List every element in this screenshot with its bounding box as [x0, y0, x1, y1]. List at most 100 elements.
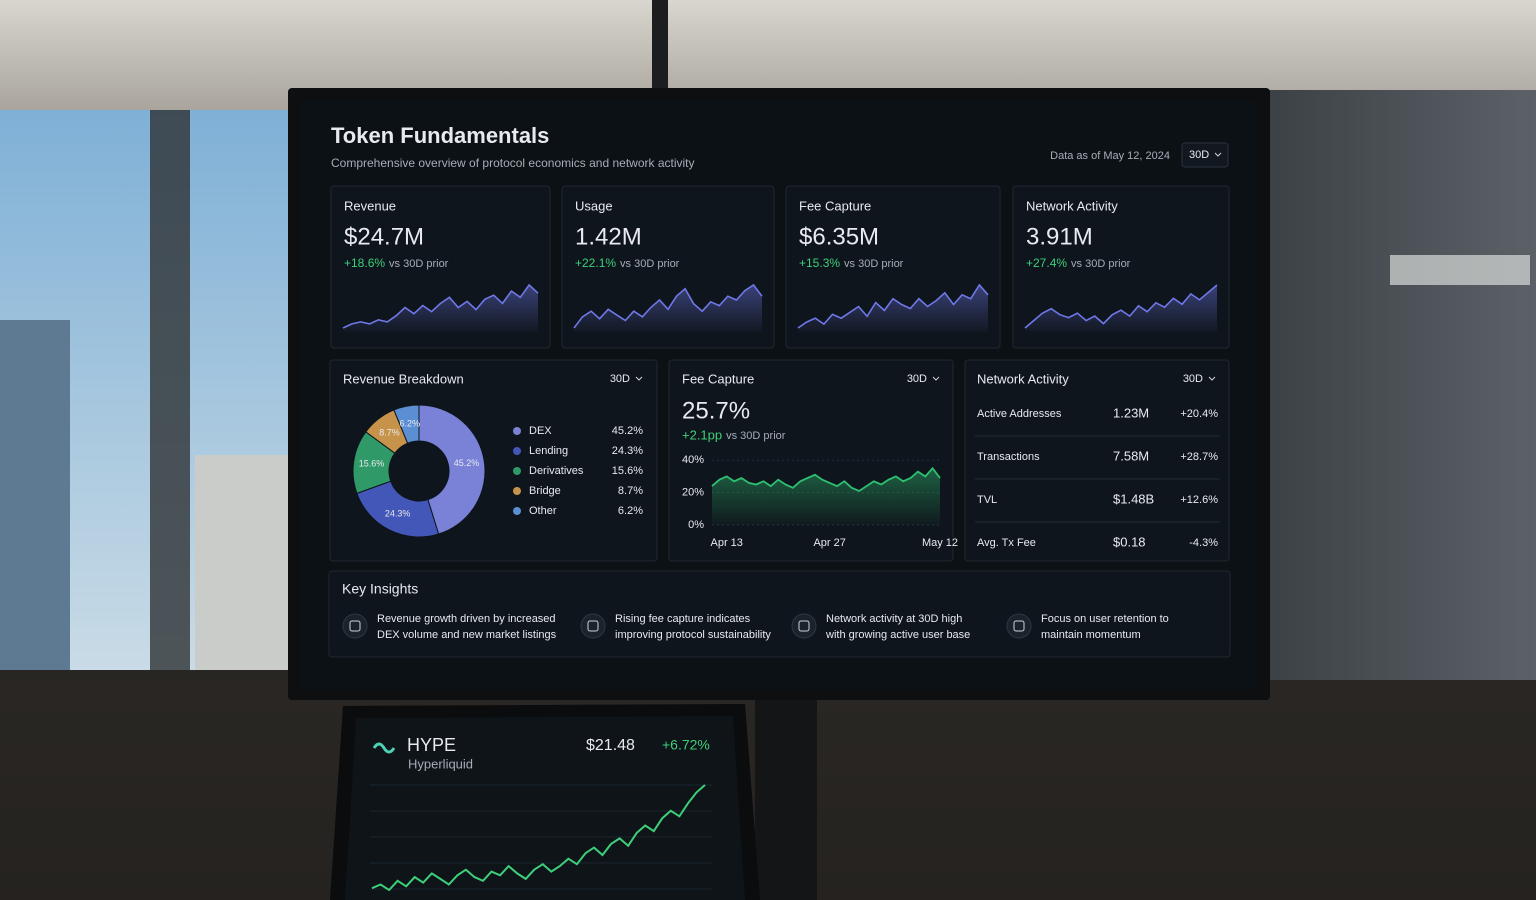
area [712, 468, 940, 525]
insight-text: Focus on user retention to [1041, 613, 1169, 625]
legend-value: 15.6% [612, 465, 643, 477]
range-select-label[interactable]: 30D [1189, 149, 1209, 161]
panel [668, 359, 954, 562]
row-change: +28.7% [1180, 451, 1218, 463]
chevron [1208, 376, 1216, 381]
row-value: $0.18 [1113, 534, 1146, 549]
legend-dot [513, 507, 521, 515]
insight-glyph [349, 620, 361, 632]
insight-icon [1006, 613, 1032, 639]
insight-glyph [798, 620, 810, 632]
donut-slice [393, 404, 420, 444]
price-change: +6.72% [662, 737, 710, 753]
legend-dot [513, 487, 521, 495]
panel-title: Network Activity [977, 371, 1069, 386]
kpi-change: +27.4% [1026, 256, 1067, 270]
insight-text: Rising fee capture indicates [615, 613, 751, 625]
kpi-comparison: vs 30D prior [620, 258, 680, 270]
insight-text: Revenue growth driven by increased [377, 613, 556, 625]
kpi-value: $6.35M [799, 223, 879, 250]
range-label[interactable]: 30D [907, 373, 927, 385]
dashboard-subtitle: Comprehensive overview of protocol econo… [331, 156, 695, 170]
legend-value: 6.2% [618, 505, 643, 517]
panel [328, 570, 1231, 658]
token-icon [372, 742, 396, 754]
kpi-change: +15.3% [799, 256, 840, 270]
data-as-of: Data as of May 12, 2024 [1050, 150, 1170, 162]
building [0, 320, 70, 670]
legend-label: Lending [529, 445, 568, 457]
chevron [1214, 152, 1222, 157]
slice-label: 15.6% [359, 458, 385, 468]
row-label: Transactions [977, 451, 1040, 463]
chevron [635, 376, 643, 381]
y-tick-label: 20% [682, 487, 704, 499]
slice-label: 6.2% [399, 418, 420, 428]
x-tick-label: Apr 13 [710, 537, 742, 549]
slice-label: 24.3% [385, 508, 411, 518]
insight-text: maintain momentum [1041, 629, 1141, 641]
insight-glyph [1013, 620, 1025, 632]
kpi-label: Network Activity [1026, 198, 1118, 213]
slice-label: 45.2% [454, 458, 480, 468]
insight-text: with growing active user base [825, 629, 970, 641]
row-label: Avg. Tx Fee [977, 537, 1036, 549]
ticker: HYPE [407, 735, 456, 755]
row-label: TVL [977, 494, 997, 506]
x-tick-label: Apr 27 [813, 537, 845, 549]
line [1024, 284, 1218, 329]
building [195, 455, 290, 670]
kpi-value: $24.7M [344, 223, 424, 250]
headline-comparison: vs 30D prior [726, 430, 786, 442]
kpi-label: Usage [575, 198, 613, 213]
laptop-screen [345, 716, 745, 900]
range-label[interactable]: 30D [610, 373, 630, 385]
legend-label: Bridge [529, 485, 561, 497]
row-change: -4.3% [1189, 537, 1218, 549]
panel-title: Fee Capture [682, 371, 754, 386]
headline-value: 25.7% [682, 397, 750, 424]
panel [964, 359, 1230, 562]
kpi-change: +18.6% [344, 256, 385, 270]
insight-glyph [587, 620, 599, 632]
insight-icon [791, 613, 817, 639]
kpi-value: 1.42M [575, 223, 642, 250]
pole [652, 0, 668, 92]
legend-value: 8.7% [618, 485, 643, 497]
legend-label: DEX [529, 425, 552, 437]
panel-title: Revenue Breakdown [343, 371, 464, 386]
range-select[interactable] [1181, 142, 1229, 168]
insight-icon [342, 613, 368, 639]
kpi-change: +22.1% [575, 256, 616, 270]
window-frame [150, 110, 190, 670]
legend-label: Derivatives [529, 465, 584, 477]
insight-text: improving protocol sustainability [615, 629, 771, 641]
area [343, 285, 538, 332]
stand [755, 696, 817, 900]
legend-label: Other [529, 505, 557, 517]
kpi-comparison: vs 30D prior [389, 258, 449, 270]
dashboard-title: Token Fundamentals [331, 123, 549, 148]
insight-icon [580, 613, 606, 639]
kpi-label: Fee Capture [799, 198, 871, 213]
price: $21.48 [586, 737, 635, 754]
light [1390, 255, 1530, 285]
legend-dot [513, 447, 521, 455]
kpi-comparison: vs 30D prior [844, 258, 904, 270]
area [574, 285, 762, 332]
legend-value: 45.2% [612, 425, 643, 437]
chevron [932, 376, 940, 381]
range-label[interactable]: 30D [1183, 373, 1203, 385]
row-change: +12.6% [1180, 494, 1218, 506]
insight-text: Network activity at 30D high [826, 613, 962, 625]
line [371, 784, 706, 892]
row-label: Active Addresses [977, 408, 1062, 420]
row-value: $1.48B [1113, 491, 1154, 506]
insight-text: DEX volume and new market listings [377, 629, 557, 641]
legend-value: 24.3% [612, 445, 643, 457]
row-value: 1.23M [1113, 405, 1149, 420]
panel-title: Key Insights [342, 581, 418, 597]
line [711, 466, 941, 493]
